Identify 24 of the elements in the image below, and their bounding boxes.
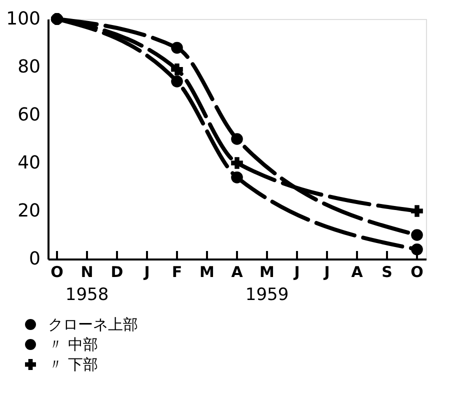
x-tick-label: O [410, 263, 424, 281]
x-tick-label: J [143, 263, 150, 281]
x-tick-label: A [351, 263, 364, 281]
text: 1958 [65, 285, 109, 305]
y-tick-label: 100 [6, 8, 40, 30]
x-tick-label: J [323, 263, 330, 281]
x-tick-label: M [260, 263, 274, 281]
y-tick-label: 60 [18, 104, 40, 126]
text: 1959 [245, 285, 289, 305]
x-tick-label: D [110, 263, 124, 281]
legend-label: クローネ上部 [48, 316, 138, 334]
x-tick-label: M [200, 263, 214, 281]
y-tick-label: 40 [18, 152, 40, 174]
legend-label: 〃 中部 [48, 336, 98, 354]
legend-label: 〃 下部 [48, 356, 98, 374]
x-tick-label: S [382, 263, 392, 281]
y-tick-label: 20 [18, 200, 40, 222]
y-tick-label: 0 [29, 248, 40, 270]
x-tick-label: A [231, 263, 244, 281]
x-tick-label: O [50, 263, 64, 281]
x-tick-label: F [172, 263, 182, 281]
y-tick-label: 80 [18, 56, 40, 78]
x-tick-label: N [80, 263, 94, 281]
x-tick-label: J [293, 263, 300, 281]
